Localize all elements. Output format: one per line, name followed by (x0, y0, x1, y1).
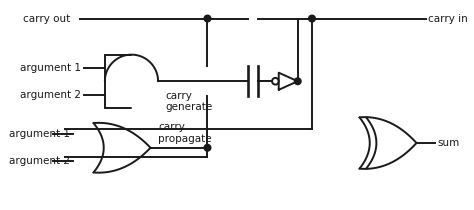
Text: carry
propagate: carry propagate (158, 122, 212, 144)
Text: argument 1: argument 1 (20, 63, 81, 73)
Text: carry
generate: carry generate (166, 91, 213, 112)
Circle shape (204, 15, 211, 22)
Text: argument 2: argument 2 (9, 156, 70, 166)
Text: carry in: carry in (428, 14, 468, 24)
Text: argument 2: argument 2 (20, 89, 81, 100)
Text: carry out: carry out (23, 14, 71, 24)
Circle shape (294, 78, 301, 85)
Circle shape (309, 15, 315, 22)
Text: sum: sum (438, 138, 460, 148)
Circle shape (204, 144, 211, 151)
Text: argument 1: argument 1 (9, 129, 70, 139)
